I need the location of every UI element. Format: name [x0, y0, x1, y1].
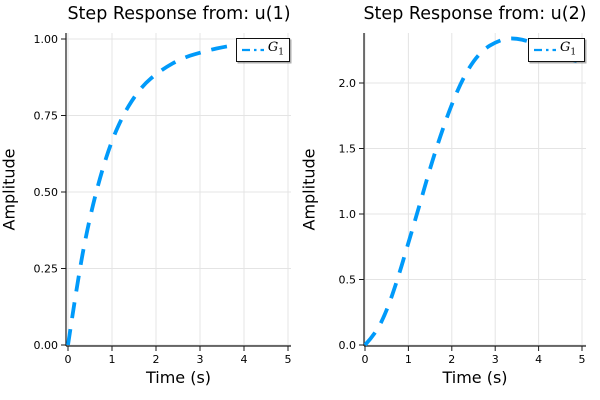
legend-label-u2: G1 [560, 39, 577, 58]
svg-text:1.00: 1.00 [34, 33, 59, 46]
svg-text:0: 0 [362, 353, 369, 366]
svg-text:3: 3 [197, 353, 204, 366]
step-response-plot-u1: Step Response from: u(1) Amplitude Time … [0, 4, 292, 387]
legend-label-u1: G1 [267, 39, 284, 58]
svg-text:1: 1 [405, 353, 412, 366]
svg-text:2: 2 [448, 353, 455, 366]
svg-text:1.5: 1.5 [339, 142, 357, 155]
plot-title-u1: Step Response from: u(1) [67, 4, 291, 24]
x-axis-label-u2: Time (s) [442, 368, 508, 387]
svg-text:5: 5 [285, 353, 292, 366]
legend-line-sample-icon [242, 48, 264, 52]
legend-box-u1: G1 [236, 38, 290, 62]
svg-text:2: 2 [153, 353, 160, 366]
svg-text:0.00: 0.00 [34, 339, 59, 352]
svg-text:4: 4 [535, 353, 542, 366]
plot-title-u2: Step Response from: u(2) [363, 4, 587, 24]
svg-text:5: 5 [579, 353, 586, 366]
svg-text:0.50: 0.50 [34, 186, 59, 199]
svg-text:0.75: 0.75 [34, 109, 59, 122]
svg-text:2.0: 2.0 [339, 77, 357, 90]
svg-text:4: 4 [241, 353, 248, 366]
svg-text:0.25: 0.25 [34, 262, 59, 275]
svg-text:0: 0 [65, 353, 72, 366]
legend-line-sample-icon [534, 48, 556, 52]
x-axis-label-u1: Time (s) [145, 368, 212, 387]
svg-text:0.5: 0.5 [339, 273, 357, 286]
svg-text:3: 3 [492, 353, 499, 366]
svg-text:1: 1 [109, 353, 116, 366]
svg-text:0.0: 0.0 [339, 339, 357, 352]
svg-text:1.0: 1.0 [339, 208, 357, 221]
step-response-plot-u2: Step Response from: u(2) Amplitude Time … [300, 0, 600, 400]
legend-box-u2: G1 [528, 38, 585, 62]
